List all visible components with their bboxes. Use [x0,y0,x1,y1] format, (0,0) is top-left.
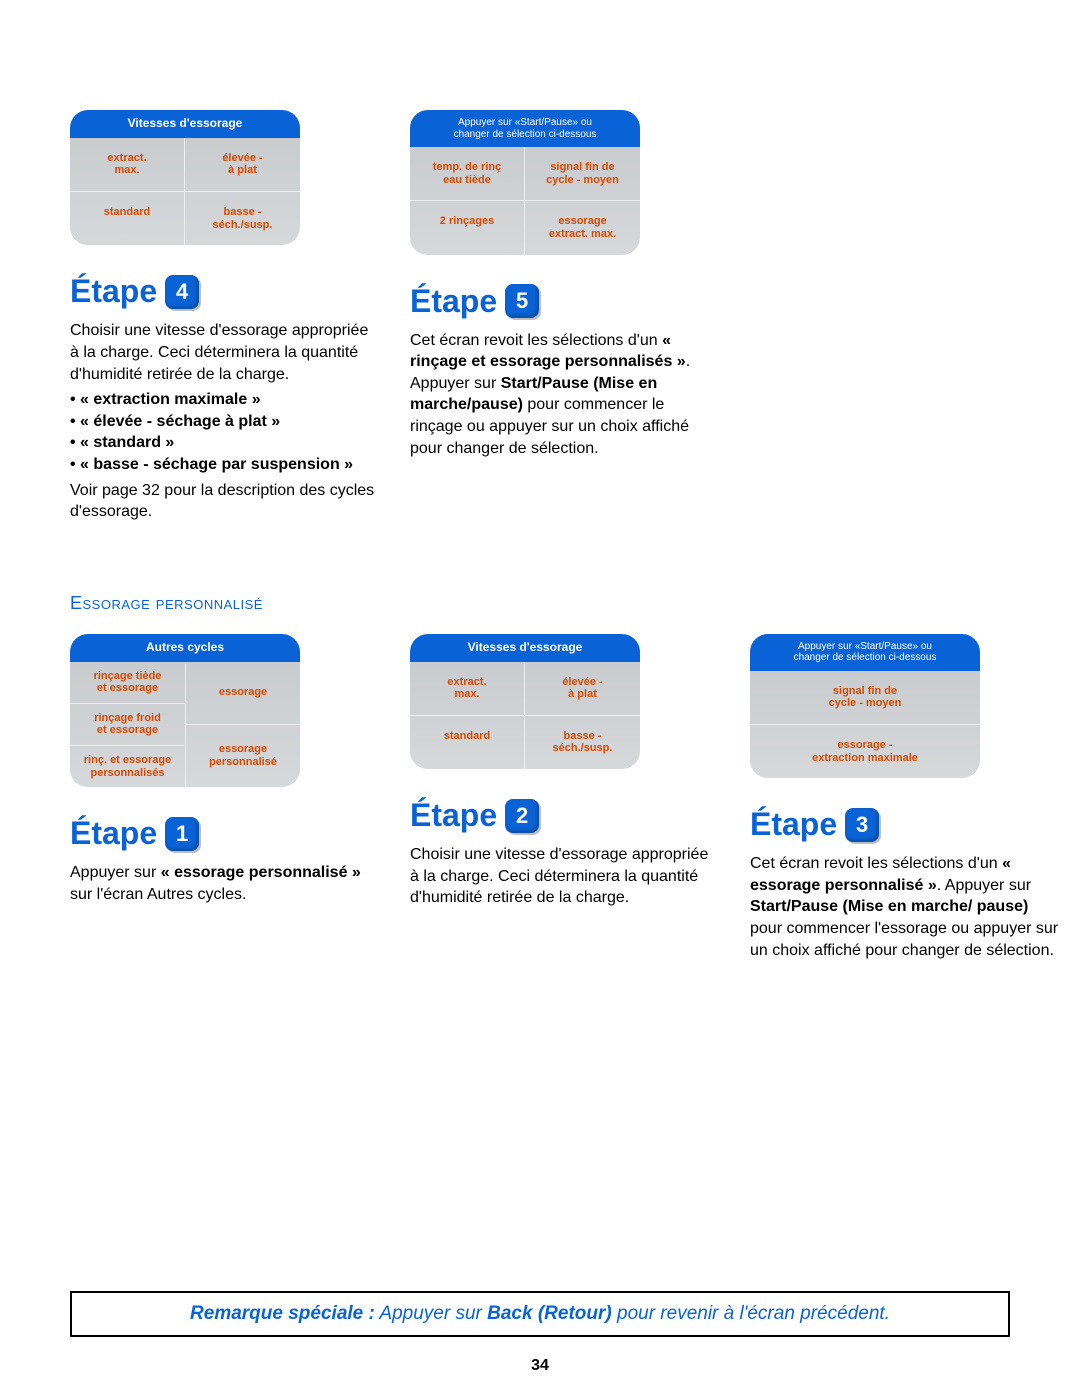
note-text: pour revenir à l'écran précédent. [612,1303,890,1324]
panel-cell: extract.max. [70,138,185,191]
step-word: Étape [410,283,497,320]
panel-cell: standard [410,715,525,769]
step-number-badge: 5 [505,284,539,318]
text: Appuyer sur [70,864,161,881]
etape5-panel-header: Appuyer sur «Start/Pause» ouchanger de s… [410,110,640,147]
etape1-panel: Autres cycles rinçage tièdeet essorage r… [70,634,300,788]
etape4-column: Vitesses d'essorage extract.max. élevée … [70,110,380,523]
panel-right-col: essorage essoragepersonnalisé [185,662,300,788]
bottom-row: Autres cycles rinçage tièdeet essorage r… [70,634,1010,962]
etape1-column: Autres cycles rinçage tièdeet essorage r… [70,634,380,962]
etape2-column: Vitesses d'essorage extract.max. élevée … [410,634,720,962]
text: sur l'écran Autres cycles. [70,886,246,903]
panel-cell: essoragepersonnalisé [186,724,300,787]
panel-cell: temp. de rinçeau tiède [410,147,525,200]
etape5-panel: Appuyer sur «Start/Pause» ouchanger de s… [410,110,640,255]
spacer-column [750,110,1010,523]
panel-cell: rinçage tièdeet essorage [70,662,185,703]
step-word: Étape [70,815,157,852]
etape2-panel: Vitesses d'essorage extract.max. élevée … [410,634,640,769]
etape3-panel-body: signal fin decycle - moyen essorage -ext… [750,671,980,779]
panel-cell: 2 rinçages [410,200,525,254]
note-text: Appuyer sur [375,1303,487,1324]
etape4-panel-body: extract.max. élevée -à plat standard bas… [70,138,300,246]
step-number-badge: 4 [165,275,199,309]
step-number-badge: 3 [845,808,879,842]
etape5-heading: Étape 5 [410,283,720,320]
panel-cell: standard [70,191,185,245]
etape4-panel: Vitesses d'essorage extract.max. élevée … [70,110,300,245]
bullet-item: « élevée - séchage à plat » [70,411,380,433]
section-title: Essorage personnalisé [70,593,1010,614]
etape4-heading: Étape 4 [70,273,380,310]
etape5-column: Appuyer sur «Start/Pause» ouchanger de s… [410,110,720,523]
step-word: Étape [410,797,497,834]
text: Cet écran revoit les sélections d'un [750,855,1002,872]
step-word: Étape [750,806,837,843]
etape3-column: Appuyer sur «Start/Pause» ouchanger de s… [750,634,1060,962]
panel-cell: rinç. et essoragepersonnalisés [70,745,185,787]
etape4-para1: Choisir une vitesse d'essorage approprié… [70,320,380,385]
panel-cell: essorage -extraction maximale [750,724,980,778]
etape4-panel-header: Vitesses d'essorage [70,110,300,138]
bullet-item: « extraction maximale » [70,389,380,411]
page-number: 34 [0,1357,1080,1375]
step-number-badge: 2 [505,799,539,833]
special-note-box: Remarque spéciale : Appuyer sur Back (Re… [70,1291,1010,1337]
etape2-heading: Étape 2 [410,797,720,834]
panel-cell: essorage [186,662,300,724]
etape3-panel: Appuyer sur «Start/Pause» ouchanger de s… [750,634,980,779]
step-word: Étape [70,273,157,310]
bold-text: « essorage personnalisé » [161,864,361,881]
etape3-para: Cet écran revoit les sélections d'un « e… [750,853,1060,961]
etape1-panel-header: Autres cycles [70,634,300,662]
panel-cell: élevée -à plat [185,138,300,191]
panel-cell: essorageextract. max. [525,200,640,254]
bullet-item: « standard » [70,432,380,454]
bullet-item: « basse - séchage par suspension » [70,454,380,476]
panel-cell: rinçage froidet essorage [70,703,185,745]
etape3-heading: Étape 3 [750,806,1060,843]
note-bold: Back (Retour) [487,1303,612,1324]
text: . Appuyer sur [937,877,1031,894]
panel-left-col: rinçage tièdeet essorage rinçage froidet… [70,662,185,788]
panel-cell: extract.max. [410,662,525,715]
panel-cell: basse -séch./susp. [185,191,300,245]
panel-cell: signal fin decycle - moyen [750,671,980,724]
etape1-panel-body: rinçage tièdeet essorage rinçage froidet… [70,662,300,788]
text: pour commencer l'essorage ou appuyer sur… [750,920,1058,959]
step-number-badge: 1 [165,817,199,851]
etape1-heading: Étape 1 [70,815,380,852]
top-row: Vitesses d'essorage extract.max. élevée … [70,110,1010,523]
panel-cell: élevée -à plat [525,662,640,715]
note-bold: Remarque spéciale : [190,1303,375,1324]
etape5-para: Cet écran revoit les sélections d'un « r… [410,330,720,460]
panel-cell: signal fin decycle - moyen [525,147,640,200]
etape3-panel-header: Appuyer sur «Start/Pause» ouchanger de s… [750,634,980,671]
etape4-bullets: « extraction maximale » « élevée - sécha… [70,389,380,475]
etape2-panel-header: Vitesses d'essorage [410,634,640,662]
etape1-para: Appuyer sur « essorage personnalisé » su… [70,862,380,905]
etape2-panel-body: extract.max. élevée -à plat standard bas… [410,662,640,770]
bold-text: Start/Pause (Mise en marche/ pause) [750,898,1028,915]
panel-cell: basse -séch./susp. [525,715,640,769]
text: Cet écran revoit les sélections d'un [410,332,662,349]
etape2-para: Choisir une vitesse d'essorage approprié… [410,844,720,909]
etape5-panel-body: temp. de rinçeau tiède signal fin decycl… [410,147,640,255]
etape4-para2: Voir page 32 pour la description des cyc… [70,480,380,523]
